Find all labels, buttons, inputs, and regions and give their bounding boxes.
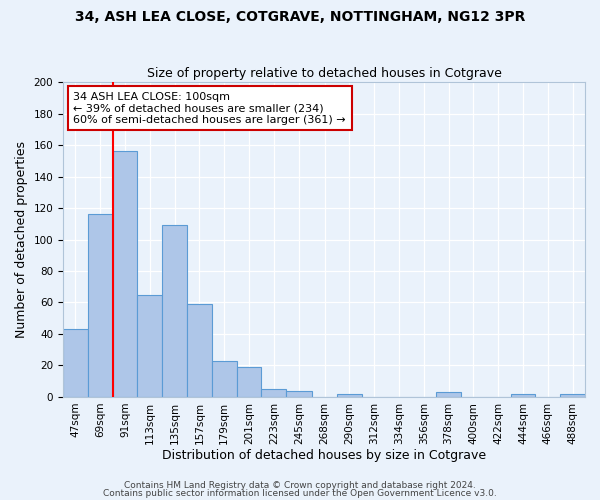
Bar [286, 390, 312, 397]
Bar [212, 360, 236, 397]
Bar [187, 304, 212, 397]
Text: Contains public sector information licensed under the Open Government Licence v3: Contains public sector information licen… [103, 488, 497, 498]
Bar [436, 392, 461, 397]
Bar [511, 394, 535, 397]
Bar [113, 152, 137, 397]
Bar [236, 367, 262, 397]
Bar [137, 294, 162, 397]
Bar [337, 394, 362, 397]
Text: 34, ASH LEA CLOSE, COTGRAVE, NOTTINGHAM, NG12 3PR: 34, ASH LEA CLOSE, COTGRAVE, NOTTINGHAM,… [75, 10, 525, 24]
Text: 34 ASH LEA CLOSE: 100sqm
← 39% of detached houses are smaller (234)
60% of semi-: 34 ASH LEA CLOSE: 100sqm ← 39% of detach… [73, 92, 346, 124]
X-axis label: Distribution of detached houses by size in Cotgrave: Distribution of detached houses by size … [162, 450, 486, 462]
Bar [262, 389, 286, 397]
Y-axis label: Number of detached properties: Number of detached properties [15, 141, 28, 338]
Bar [162, 226, 187, 397]
Title: Size of property relative to detached houses in Cotgrave: Size of property relative to detached ho… [146, 66, 502, 80]
Bar [560, 394, 585, 397]
Bar [63, 330, 88, 397]
Text: Contains HM Land Registry data © Crown copyright and database right 2024.: Contains HM Land Registry data © Crown c… [124, 481, 476, 490]
Bar [88, 214, 113, 397]
